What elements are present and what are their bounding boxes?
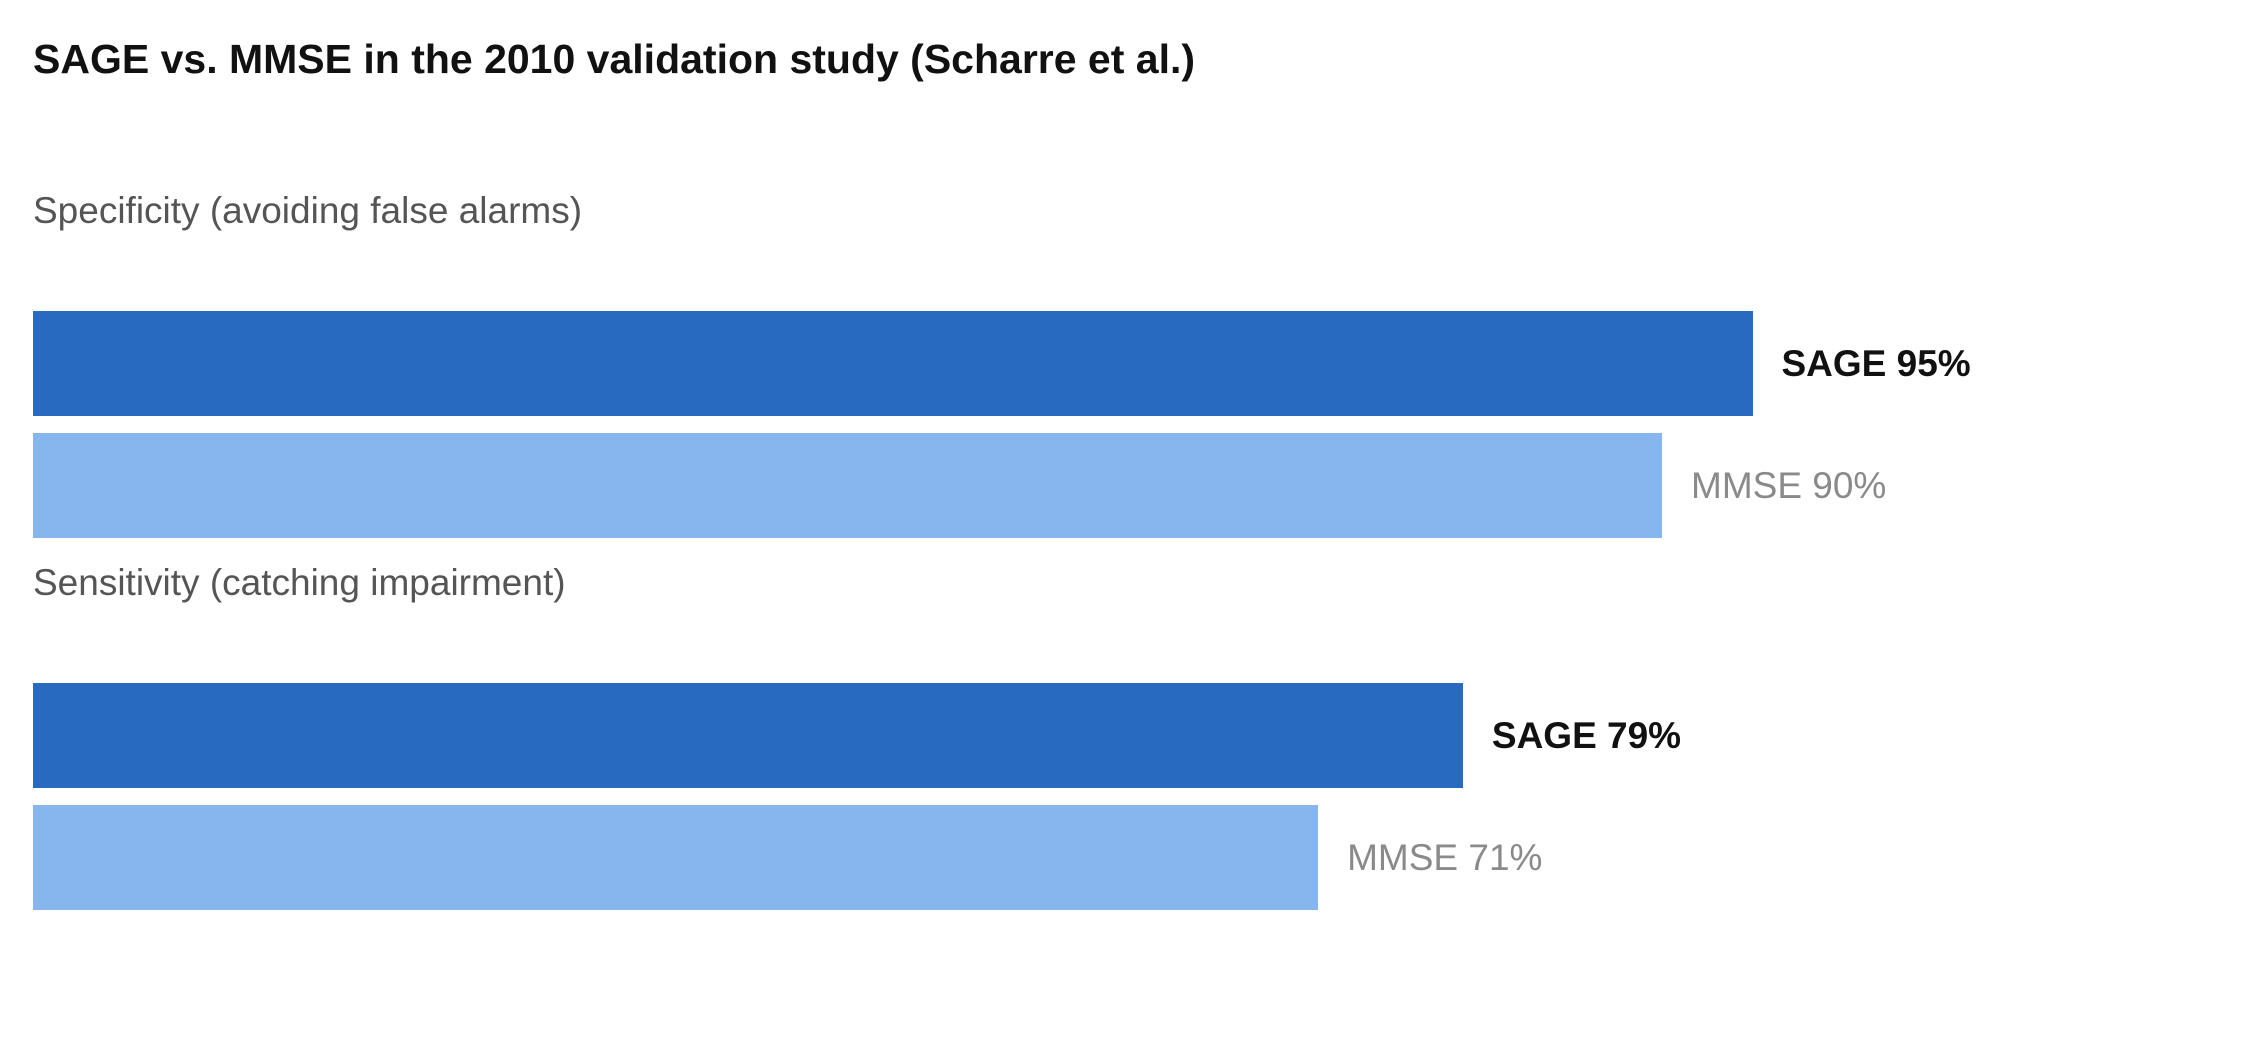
bar-sage (33, 311, 1753, 416)
group-label: Sensitivity (catching impairment) (33, 562, 566, 603)
bar-sage (33, 683, 1463, 788)
bar-value-label: SAGE 79% (1491, 715, 1682, 756)
bar-value-label: MMSE 71% (1347, 837, 1543, 878)
bar-value-label: MMSE 90% (1691, 465, 1887, 506)
bar-value-label: SAGE 95% (1781, 343, 1971, 384)
group-label: Specificity (avoiding false alarms) (33, 190, 583, 231)
bar-mmse (33, 805, 1319, 910)
bar-mmse (33, 433, 1662, 538)
chart-title: SAGE vs. MMSE in the 2010 validation stu… (33, 36, 1196, 82)
